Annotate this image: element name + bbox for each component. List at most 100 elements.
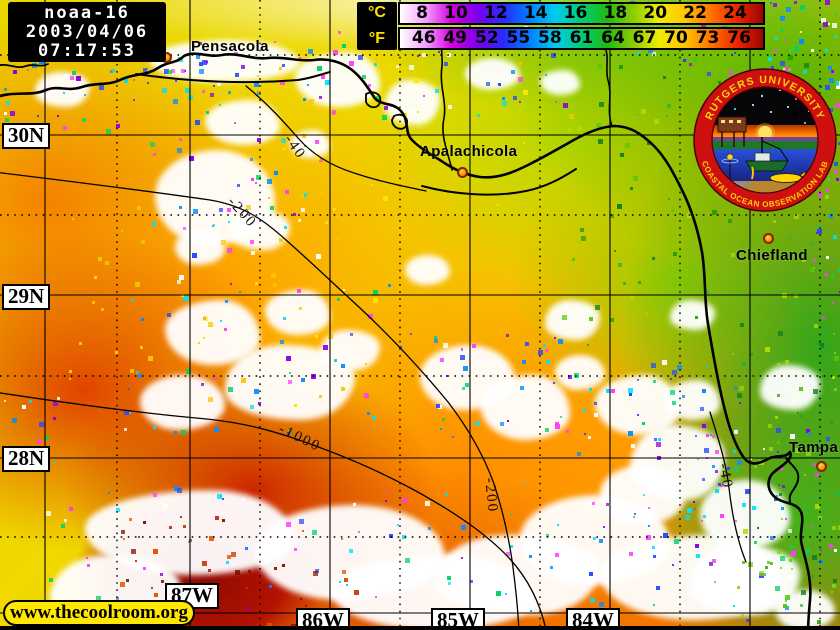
speckle (836, 178, 839, 181)
speckle (819, 343, 824, 348)
longitude-label-87w: 87W (165, 583, 219, 609)
speckle (810, 268, 814, 272)
speckle (825, 273, 828, 276)
speckle (775, 37, 778, 40)
speckle (834, 35, 837, 38)
speckle (828, 23, 830, 25)
speckle (833, 579, 837, 583)
speckle (813, 463, 816, 466)
speckle (780, 16, 785, 21)
speckle (834, 352, 836, 354)
speckle (834, 549, 837, 552)
speckle (836, 85, 840, 89)
speckle (794, 46, 799, 51)
speckle (815, 504, 820, 509)
latitude-label-30n: 30N (2, 123, 51, 149)
contour-label-40a: -40 (280, 132, 309, 163)
contour-label-40b: -40 (715, 462, 736, 491)
city-marker-tampa (816, 461, 827, 472)
speckle (811, 575, 813, 577)
speckle (770, 2, 772, 4)
speckle (832, 376, 835, 379)
speckle (813, 259, 816, 262)
longitude-label-84w: 84W (566, 608, 620, 630)
speckle (800, 31, 802, 33)
speckle (830, 421, 833, 424)
speckle (794, 1, 797, 4)
speckle (274, 41, 276, 43)
latitude-label-28n: 28N (2, 446, 51, 472)
speckle (789, 50, 791, 52)
contour-label-200a: -200 (224, 194, 260, 232)
city-label-pensacola: Pensacola (191, 38, 269, 55)
speckle (836, 81, 840, 86)
speckle (834, 388, 837, 391)
city-label-apalachicola: Apalachicola (420, 143, 518, 160)
speckle (338, 31, 341, 34)
speckle (701, 24, 706, 29)
speckle (832, 584, 836, 588)
speckle (828, 66, 832, 70)
speckle (800, 5, 805, 10)
city-label-tampa: Tampa (789, 439, 839, 456)
speckle (825, 49, 828, 52)
speckle (832, 302, 834, 304)
longitude-label-86w: 86W (296, 608, 350, 630)
speckle (799, 39, 804, 44)
contour-label-200b: -200 (481, 477, 501, 514)
speckle (817, 620, 821, 624)
speckle (813, 267, 815, 269)
speckle (836, 112, 838, 114)
speckle (816, 441, 818, 443)
speckle (816, 232, 818, 234)
speckle (834, 356, 839, 361)
speckle (786, 7, 791, 12)
speckle (836, 157, 838, 159)
speckle (838, 142, 840, 145)
speckle (835, 103, 840, 108)
speckle (308, 49, 313, 54)
speckle (780, 29, 783, 32)
city-marker-pensacola (161, 52, 172, 63)
speckle (819, 560, 823, 564)
speckle (438, 51, 440, 53)
speckle (774, 49, 777, 52)
speckle (784, 40, 786, 42)
latitude-label-29n: 29N (2, 284, 51, 310)
speckle (833, 235, 837, 239)
speckle (826, 256, 829, 259)
speckle (832, 526, 836, 530)
speckle (814, 324, 818, 328)
speckle (826, 437, 830, 441)
speckle (838, 269, 840, 272)
speckle (813, 389, 818, 394)
speckle (831, 591, 833, 593)
speckle (835, 491, 840, 496)
city-marker-chiefland (763, 233, 774, 244)
speckle (811, 49, 814, 52)
speckle (821, 18, 826, 23)
speckle (829, 214, 833, 218)
contour-label-1000: -1000 (275, 421, 324, 456)
speckle (773, 3, 777, 7)
speckle (822, 316, 825, 319)
speckle (829, 544, 833, 548)
speckle (648, 48, 653, 53)
speckle (342, 44, 346, 48)
speckle (812, 555, 817, 560)
speckle (199, 42, 202, 45)
speckle (820, 549, 822, 551)
speckle (815, 473, 819, 477)
city-marker-apalachicola (457, 167, 468, 178)
speckle (838, 525, 840, 530)
speckle (835, 13, 837, 15)
speckle (838, 549, 840, 554)
speckle (831, 275, 834, 278)
speckle (823, 22, 828, 27)
city-label-chiefland: Chiefland (736, 247, 808, 264)
speckle (832, 23, 837, 28)
longitude-label-85w: 85W (431, 608, 485, 630)
speckle (833, 333, 835, 335)
